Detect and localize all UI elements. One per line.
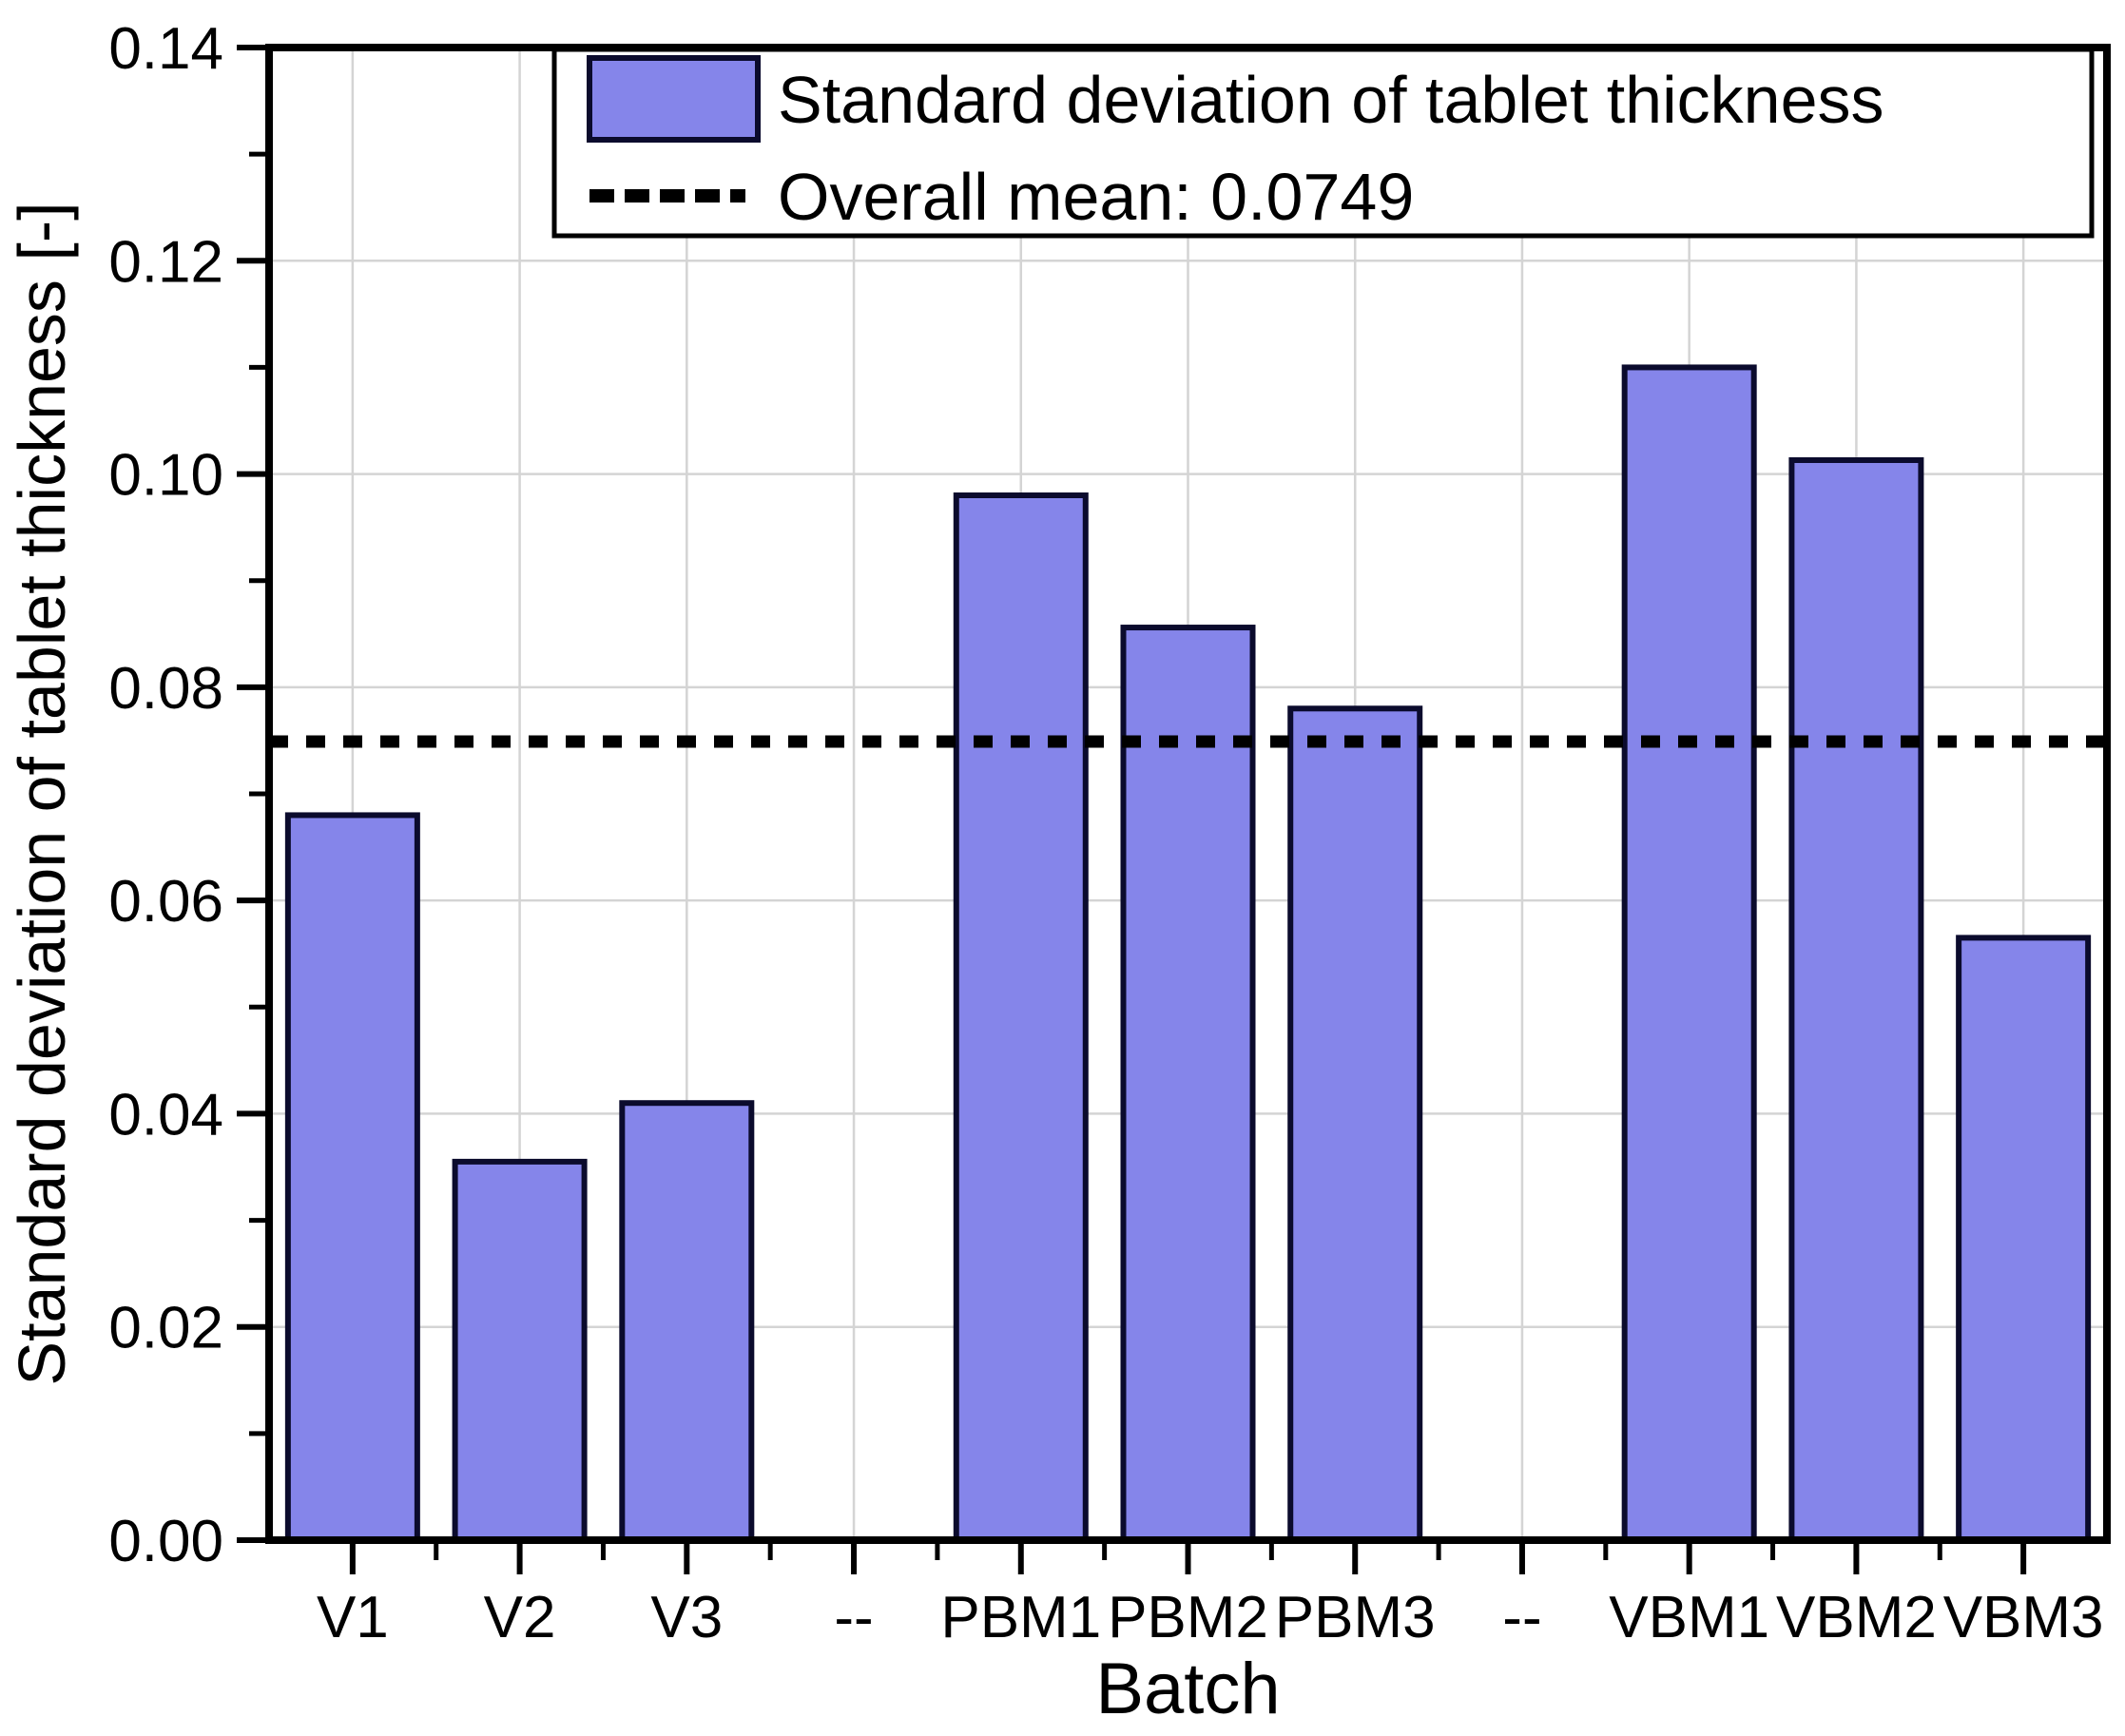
- x-tick-label-VBM1: VBM1: [1609, 1585, 1769, 1650]
- x-tick-label-PBM1: PBM1: [940, 1585, 1101, 1650]
- bar-PBM1: [953, 492, 1089, 1543]
- x-tick-label-V1: V1: [317, 1585, 389, 1650]
- bar-PBM3: [1287, 705, 1423, 1543]
- y-tick-label: 0.00: [108, 1509, 223, 1574]
- x-tick-labels: V1 V2 V3 -- PBM1 PBM2 PBM3 -- VBM1 VBM2 VBM3: [317, 1585, 2104, 1650]
- x-tick-label---: --: [1502, 1585, 1541, 1650]
- y-tick-label: 0.12: [108, 229, 223, 295]
- legend: Standard deviation of tablet thickness Ov…: [551, 47, 2095, 239]
- axis-ticks: [237, 45, 2027, 1574]
- bar-V3: [619, 1100, 755, 1543]
- x-tick-label-PBM3: PBM3: [1275, 1585, 1436, 1650]
- x-tick-label-VBM3: VBM3: [1943, 1585, 2104, 1650]
- x-tick-label---: --: [834, 1585, 873, 1650]
- y-tick-label: 0.08: [108, 656, 223, 722]
- bars: [284, 364, 2092, 1544]
- y-tick-label: 0.10: [108, 443, 223, 509]
- legend-bar-swatch: [587, 55, 761, 143]
- y-tick-label: 0.02: [108, 1296, 223, 1361]
- y-tick-labels: 0.00 0.02 0.04 0.06 0.08 0.10 0.12 0.14: [108, 16, 223, 1574]
- bar-V2: [452, 1158, 588, 1543]
- x-tick-label-VBM2: VBM2: [1776, 1585, 1937, 1650]
- bar-PBM2: [1120, 625, 1256, 1543]
- x-tick-label-V2: V2: [484, 1585, 556, 1650]
- bar-V1: [284, 812, 420, 1543]
- bar-VBM2: [1788, 456, 1924, 1544]
- x-tick-label-V3: V3: [650, 1585, 723, 1650]
- y-axis-title: Standard deviation of tablet thickness […: [5, 202, 79, 1385]
- legend-bar-label: Standard deviation of tablet thickness: [778, 63, 1884, 137]
- y-tick-label: 0.06: [108, 869, 223, 935]
- legend-mean-label: Overall mean: 0.0749: [778, 160, 1414, 234]
- x-axis-title: Batch: [1095, 1649, 1280, 1729]
- legend-box: [551, 47, 2095, 239]
- y-tick-label: 0.14: [108, 16, 223, 82]
- bar-VBM1: [1621, 364, 1757, 1543]
- x-tick-label-PBM2: PBM2: [1108, 1585, 1268, 1650]
- bar-VBM3: [1956, 935, 2092, 1543]
- y-tick-label: 0.04: [108, 1082, 223, 1148]
